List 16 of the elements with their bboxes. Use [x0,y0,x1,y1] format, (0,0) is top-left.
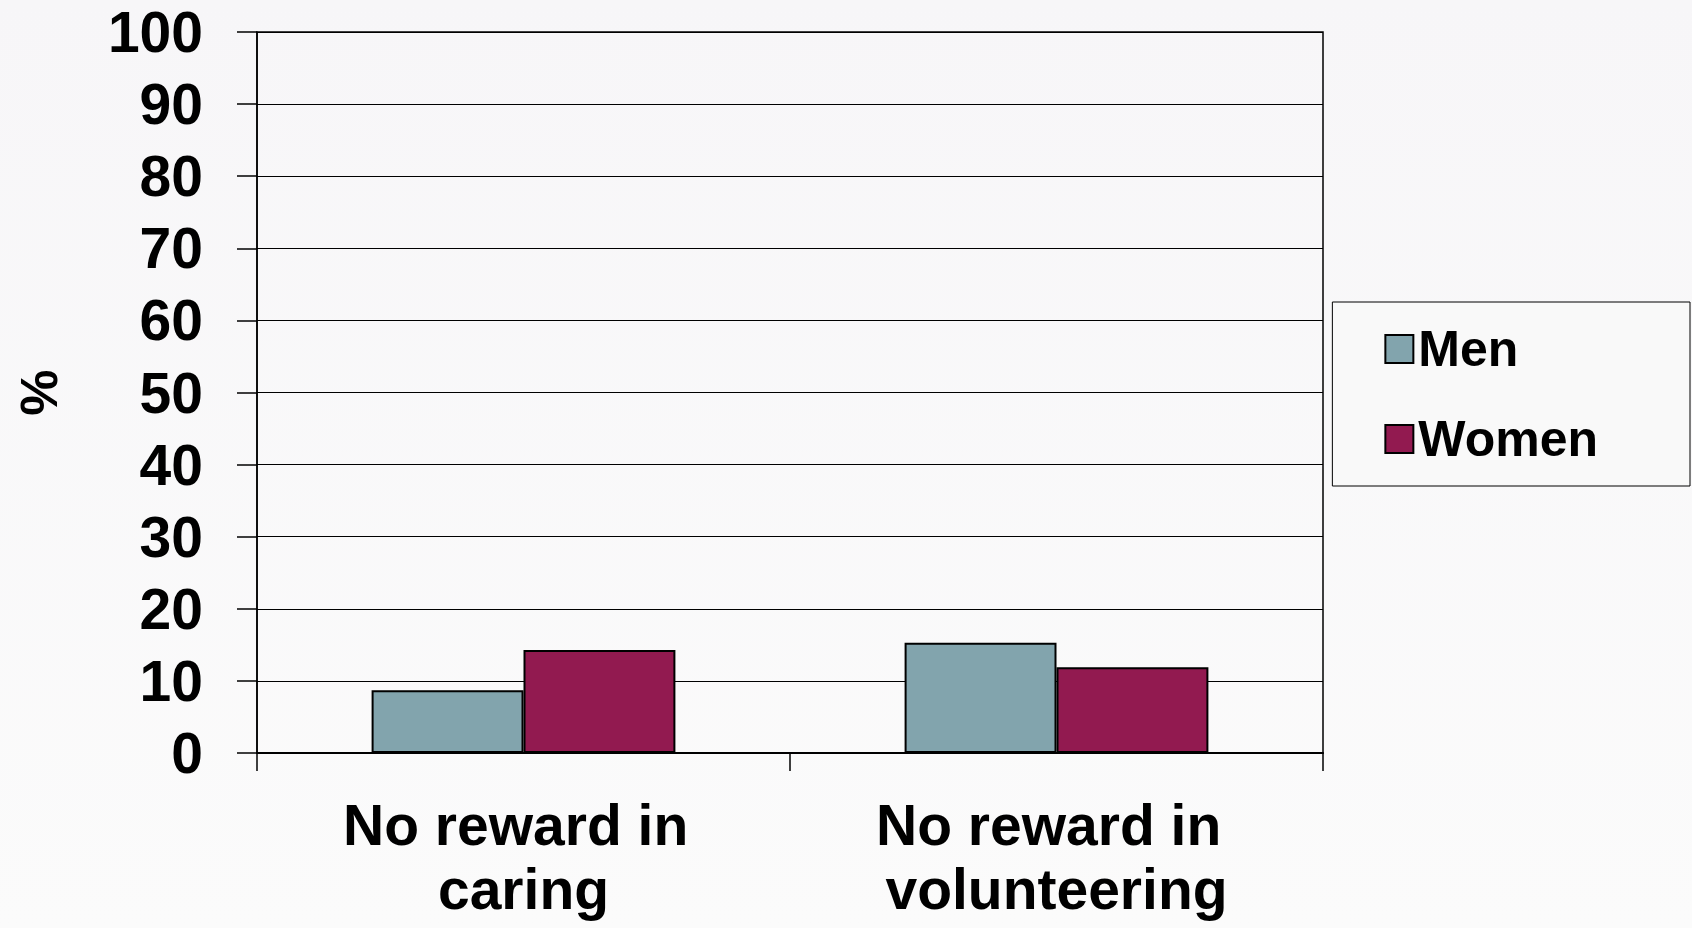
y-tick-label: 10 [139,648,203,713]
y-tick-label: 90 [139,72,203,137]
y-tick-label: 70 [139,216,203,281]
legend-label: Women [1418,411,1598,467]
y-tick-label: 20 [139,576,203,641]
y-tick-label: 80 [139,144,203,209]
y-tick-label: 30 [139,504,203,569]
y-tick-label: 60 [139,288,203,353]
y-tick-label: 0 [171,721,203,785]
legend-label: Men [1418,321,1519,377]
y-tick-label: 40 [139,432,203,497]
y-tick-label: 100 [107,0,203,64]
y-axis-title: % [10,369,68,416]
y-tick-label: 50 [139,360,203,425]
x-tick-label: No reward in caring [342,793,705,921]
x-tick-label: No reward in volunteering [875,793,1238,921]
